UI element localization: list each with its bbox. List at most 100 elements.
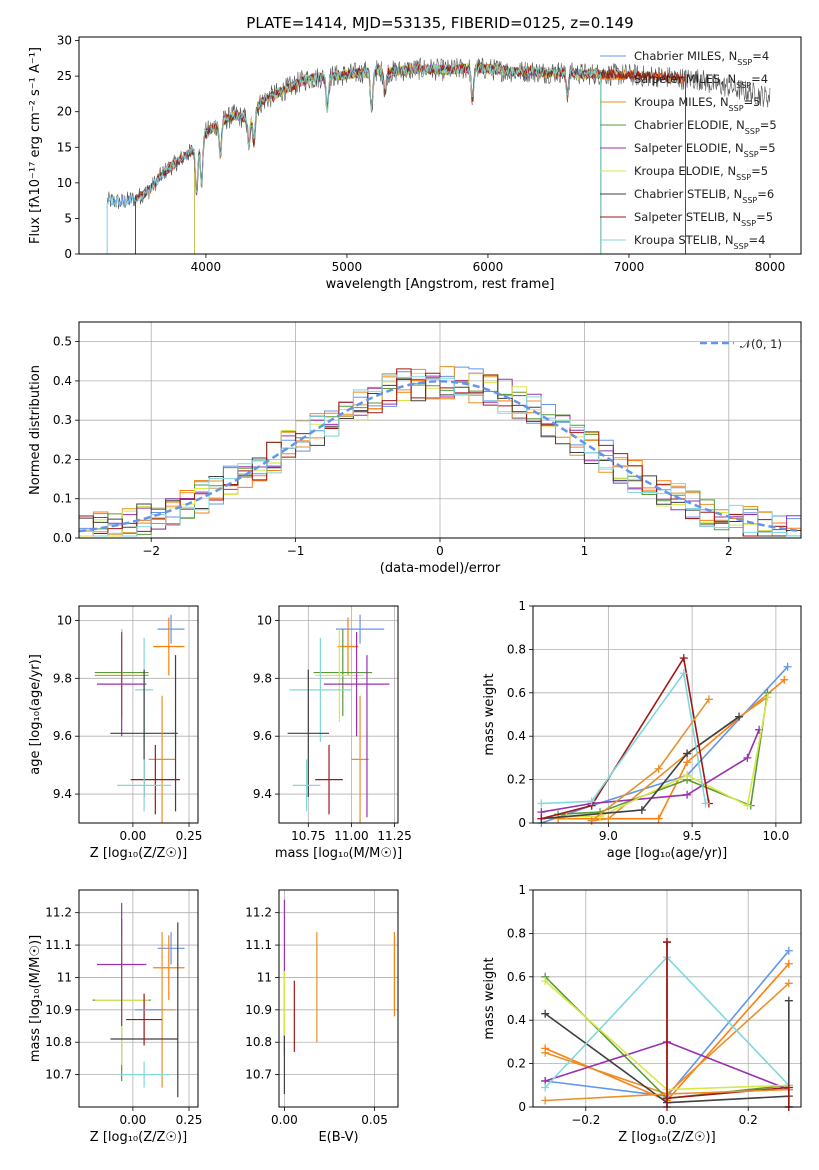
- age_vs_Z-frame: [78, 605, 199, 824]
- mass_vs_Z-ytick-label: 11.2: [45, 906, 72, 920]
- mass_weight_vs_age-series-line-8: [541, 671, 707, 805]
- mass_vs_EBV-ytick-label: 10.9: [245, 1003, 272, 1017]
- spectrum-xtick-label: 4000: [191, 260, 222, 274]
- mass_vs_EBV-ytick-label: 11.1: [245, 938, 272, 952]
- mass_weight_vs_age-marker: [683, 771, 692, 780]
- mass_weight_vs_age-marker: [683, 790, 692, 799]
- spectrum-legend-entry: Chabrier MILES, NSSP=4: [634, 49, 769, 67]
- age_vs_Z-xtick-label: 0.00: [120, 829, 147, 843]
- mass_vs_Z-ytick-label: 10.7: [45, 1068, 72, 1082]
- mass_weight_vs_Z-ytick-label: 1: [518, 883, 526, 897]
- age_vs_mass-frame: [278, 605, 399, 824]
- age_vs_mass-xtick-label: 11.00: [334, 829, 368, 843]
- histogram-series-8: [79, 374, 801, 538]
- mass_weight_vs_age-series-line-3: [558, 692, 769, 816]
- mass_weight_vs_Z-frame: [532, 889, 802, 1108]
- mass_weight_vs_age-series-line-7: [541, 655, 710, 820]
- spectrum-ytick-label: 10: [57, 176, 72, 190]
- age_vs_mass-ytick-label: 10: [257, 613, 272, 627]
- mass_weight_vs_Z-xtick-label: 0.2: [739, 1113, 758, 1127]
- mass_weight_vs_age-xlabel: age [log₁₀(age/yr)]: [607, 846, 728, 861]
- spectrum-xtick-label: 8000: [755, 260, 786, 274]
- residual_histogram-xtick-label: −2: [142, 544, 160, 558]
- histogram-series-7: [79, 368, 801, 538]
- residual_histogram-frame: [78, 321, 802, 539]
- mass_vs_Z-xtick-label: 0.25: [176, 1113, 203, 1127]
- residual_histogram-xlabel: (data-model)/error: [380, 561, 501, 576]
- spectrum-model-line-3: [194, 63, 602, 254]
- age_vs_mass-ytick-label: 9.8: [253, 671, 272, 685]
- spectrum-ytick-label: 30: [57, 34, 72, 48]
- spectrum-frame: [78, 36, 802, 255]
- mass_vs_Z-ytick-label: 11: [57, 970, 72, 984]
- spectrum-ylabel: Flux [fλ10⁻¹⁷ erg cm⁻² s⁻¹ A⁻¹]: [28, 47, 43, 244]
- age_vs_mass-axes: 10.75 11.00 11.25 9.4 9.6 9.8 10 mass [log₁₀(M/…: [253, 606, 412, 861]
- age_vs_Z-ylabel: age [log₁₀(age/yr)]: [28, 654, 43, 775]
- mass_weight_vs_age-marker: [683, 749, 692, 758]
- mass_weight_vs_Z-ytick-label: 0.4: [507, 1013, 526, 1027]
- mass_weight_vs_age-axes: 9.0 9.5 10.0 0 0.2 0.4 0.6 0.8 1 age [log₁₀(age/y…: [482, 599, 801, 861]
- mass_weight_vs_age-marker: [683, 758, 692, 767]
- mass_weight_vs_Z-xtick-label: −0.2: [571, 1113, 600, 1127]
- mass_weight_vs_Z-marker: [541, 1048, 550, 1057]
- spectrum-xlabel: wavelength [Angstrom, rest frame]: [326, 277, 555, 292]
- spectrum-model-line-4: [194, 63, 602, 254]
- mass_weight_vs_age-ytick-label: 0: [518, 816, 526, 830]
- mass_weight_vs_age-series-line-6: [541, 716, 740, 820]
- age_vs_mass-ytick-label: 9.4: [253, 787, 272, 801]
- mass_weight_vs_Z-marker: [784, 1083, 793, 1092]
- mass_vs_EBV-xtick-label: 0.05: [361, 1113, 388, 1127]
- mass_weight_vs_age-marker: [537, 799, 546, 808]
- residual_histogram-ytick-label: 0.5: [53, 335, 72, 349]
- mass_vs_EBV-frame: [278, 889, 399, 1108]
- mass_weight_vs_Z-marker: [541, 977, 550, 986]
- mass_vs_Z-axes: 0.00 0.25 10.7 10.8 10.9 11 11.1 11.2 Z [log₁₀(Z…: [28, 890, 202, 1145]
- age_vs_Z-xlabel: Z [log₁₀(Z/Z☉)]: [90, 846, 187, 861]
- histogram-normal-curve: [78, 380, 802, 533]
- mass_weight_vs_Z-ytick-label: 0.2: [507, 1057, 526, 1071]
- age_vs_Z-ytick-label: 9.6: [53, 729, 72, 743]
- mass_weight_vs_age-marker: [587, 797, 596, 806]
- mass_vs_Z-ytick-label: 10.8: [45, 1035, 72, 1049]
- age_vs_mass-xtick-label: 11.25: [377, 829, 411, 843]
- mass_weight_vs_Z-marker: [541, 1009, 550, 1018]
- age_vs_Z-ytick-label: 10: [57, 613, 72, 627]
- mass_weight_vs_Z-marker: [784, 959, 793, 968]
- spectrum-legend-entry: Kroupa MILES, NSSP=5: [634, 95, 760, 113]
- mass_weight_vs_age-marker: [743, 801, 752, 810]
- spectrum-ytick-label: 25: [57, 69, 72, 83]
- residual_histogram-xtick-label: 0: [436, 544, 444, 558]
- mass_weight_vs_Z-marker: [541, 1096, 550, 1105]
- histogram-legend-entry: 𝒩(0, 1): [740, 337, 782, 351]
- mass_weight_vs_age-xtick-label: 9.0: [599, 829, 618, 843]
- mass_weight_vs_age-ytick-label: 0.6: [507, 686, 526, 700]
- mass_weight_vs_age-ylabel: mass weight: [482, 673, 497, 755]
- spectrum-model-line-7: [135, 62, 686, 254]
- mass_weight_vs_age-marker: [763, 693, 772, 702]
- mass_weight_vs_age-marker: [701, 799, 710, 808]
- mass_weight_vs_age-marker: [783, 662, 792, 671]
- mass_vs_EBV-ytick-label: 10.8: [245, 1035, 272, 1049]
- age_vs_Z-xtick-label: 0.25: [176, 829, 203, 843]
- age_vs_mass-ytick-label: 9.6: [253, 729, 272, 743]
- age_vs_Z-ytick-label: 9.8: [53, 671, 72, 685]
- mass_weight_vs_Z-ytick-label: 0.8: [507, 926, 526, 940]
- mass_weight_vs_age-marker: [743, 753, 752, 762]
- mass_vs_Z-ytick-label: 11.1: [45, 938, 72, 952]
- residual_histogram-ylabel: Normed distribution: [28, 365, 43, 495]
- residual_histogram-ytick-label: 0.2: [53, 452, 72, 466]
- mass_weight_vs_age-marker: [679, 669, 688, 678]
- mass_weight_vs_Z-axes: −0.2 0.0 0.2 0 0.2 0.4 0.6 0.8 1 Z [log₁₀(Z/Z☉)] m…: [482, 883, 801, 1145]
- spectrum-legend-entry: Kroupa ELODIE, NSSP=5: [634, 164, 768, 182]
- mass_vs_Z-xlabel: Z [log₁₀(Z/Z☉)]: [90, 1130, 187, 1145]
- residual_histogram-xtick-label: −1: [287, 544, 305, 558]
- mass_weight_vs_Z-xlabel: Z [log₁₀(Z/Z☉)]: [618, 1130, 715, 1145]
- figure-title: PLATE=1414, MJD=53135, FIBERID=0125, z=0…: [246, 14, 633, 32]
- mass_weight_vs_age-ytick-label: 0.2: [507, 773, 526, 787]
- residual_histogram-ytick-label: 0.4: [53, 374, 72, 388]
- residual_histogram-xtick-label: 1: [581, 544, 589, 558]
- spectrum-ytick-label: 0: [64, 247, 72, 261]
- spectrum-ytick-label: 20: [57, 105, 72, 119]
- spectrum-legend-entry: Salpeter ELODIE, NSSP=5: [634, 141, 776, 159]
